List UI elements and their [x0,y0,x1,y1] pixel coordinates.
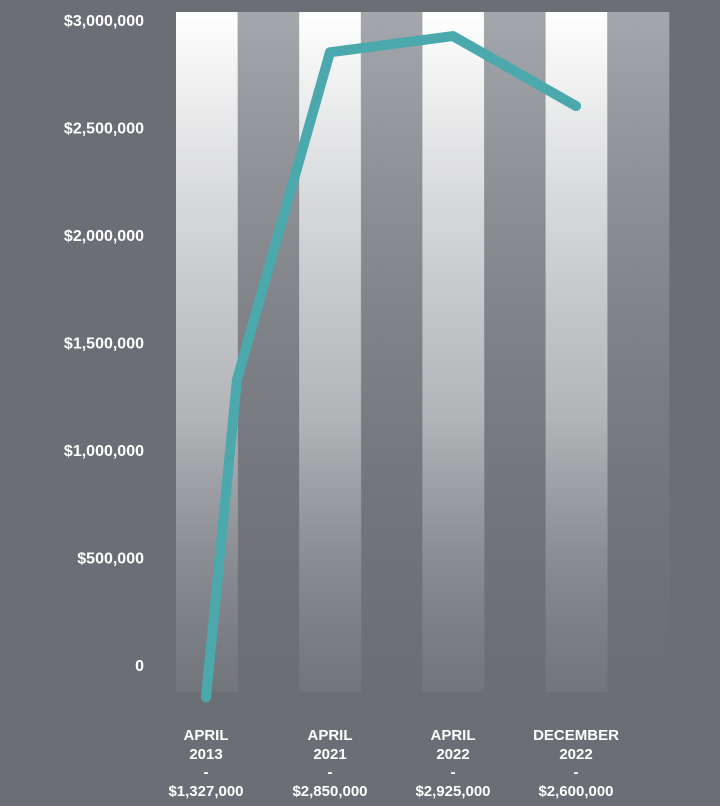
x-tick-label: APRIL 2013- $1,327,000 [168,727,243,800]
x-label-month: DECEMBER [533,727,619,744]
y-tick-label: $3,000,000 [64,13,144,30]
x-label-year: 2022 [436,746,469,763]
x-label-month: APRIL [184,727,229,744]
x-label-month: APRIL [308,727,353,744]
x-label-year: 2013 [189,746,222,763]
x-label-dash: - [204,764,209,781]
x-label-year: 2022 [559,746,592,763]
y-tick-label: $2,500,000 [64,121,144,138]
x-tick-label: APRIL 2022- $2,925,000 [415,727,490,800]
band-light [176,12,239,692]
band-dark [484,12,547,692]
band-dark [607,12,670,692]
x-label-dash: - [328,764,333,781]
x-label-price: $2,925,000 [415,783,490,800]
x-tick-label: DECEMBER 2022- $2,600,000 [533,727,619,800]
data-point [571,101,581,111]
x-label-month: APRIL [431,727,476,744]
band-light [545,12,608,692]
y-tick-label: $2,000,000 [64,228,144,245]
y-tick-label: $1,000,000 [64,443,144,460]
x-label-year: 2021 [313,746,346,763]
x-label-dash: - [574,764,579,781]
data-point [448,31,458,42]
data-point [232,374,242,385]
x-label-dash: - [451,764,456,781]
y-tick-label: 0 [135,658,144,675]
x-label-price: $1,327,000 [168,783,243,800]
x-axis: APRIL2013-$1,327,000APRIL2021-$2,850,000… [168,727,619,800]
y-axis: 0 $500,000 $1,000,000 $1,500,000 $2,000,000 $… [64,13,144,675]
background-bands [176,12,670,692]
data-point [325,47,335,58]
data-point [201,692,211,703]
y-tick-label: $500,000 [77,551,144,568]
x-label-price: $2,600,000 [538,783,613,800]
y-tick-label: $1,500,000 [64,336,144,353]
band-dark [360,12,423,692]
x-tick-label: APRIL 2021- $2,850,000 [292,727,367,800]
band-light [422,12,485,692]
series-layer [201,31,581,703]
x-label-price: $2,850,000 [292,783,367,800]
